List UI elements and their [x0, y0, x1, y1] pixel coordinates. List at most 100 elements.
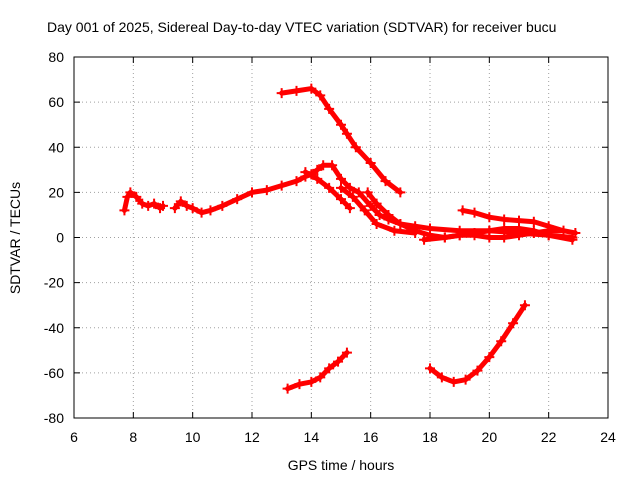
data-point [282, 383, 293, 394]
x-tick-label: 24 [600, 429, 616, 445]
data-point [439, 232, 450, 243]
series-arc-10 [425, 300, 530, 387]
data-point [149, 198, 160, 209]
data-point [119, 205, 130, 216]
data-point [175, 196, 186, 207]
series-arc-9 [282, 347, 352, 394]
data-point [143, 200, 154, 211]
data-point [169, 203, 180, 214]
data-point [306, 83, 317, 94]
data-point [336, 194, 346, 205]
series-arc-7 [419, 225, 569, 245]
data-point [499, 232, 510, 243]
data-point [558, 225, 569, 236]
y-axis-label: SDTVAR / TECUs [7, 182, 23, 294]
x-tick-label: 12 [244, 429, 260, 445]
series-arc-4 [336, 182, 421, 238]
data-point [300, 167, 311, 178]
data-point [344, 182, 355, 193]
data-point [336, 119, 346, 130]
data-point [315, 90, 326, 101]
data-point [484, 352, 495, 363]
y-tick-label: 40 [48, 139, 64, 155]
data-point [291, 85, 302, 96]
y-tick-label: 60 [48, 94, 64, 110]
data-point [508, 318, 519, 329]
data-point [371, 218, 382, 229]
data-point [543, 221, 554, 232]
data-point [496, 336, 507, 347]
data-point [327, 160, 338, 171]
data-point [205, 205, 216, 216]
data-point [261, 185, 272, 196]
series-arc-1 [119, 187, 168, 216]
data-point [365, 158, 376, 169]
data-point [291, 176, 302, 187]
data-point [359, 205, 370, 216]
data-point [499, 223, 510, 234]
y-tick-label: -80 [44, 410, 64, 426]
data-point [365, 200, 376, 211]
data-point [336, 173, 346, 184]
data-point [125, 187, 136, 198]
data-point [436, 372, 447, 383]
data-point [514, 230, 524, 241]
data-point [131, 191, 142, 202]
data-point [341, 347, 352, 358]
data-point [395, 218, 406, 229]
data-point [469, 230, 480, 241]
data-point [380, 176, 391, 187]
data-point [353, 187, 364, 198]
x-tick-label: 8 [129, 429, 137, 445]
y-tick-label: 80 [48, 49, 64, 65]
data-point [181, 200, 192, 211]
data-point [324, 103, 335, 114]
x-tick-label: 22 [541, 429, 557, 445]
data-point [374, 209, 385, 220]
data-point [371, 198, 382, 209]
data-point [336, 182, 346, 193]
data-point [158, 200, 168, 211]
data-point [448, 376, 459, 387]
data-point [341, 128, 352, 139]
data-point [196, 207, 207, 218]
data-point [389, 225, 400, 236]
y-tick-label: -40 [44, 320, 64, 336]
data-point [519, 300, 530, 311]
data-point [484, 212, 495, 223]
data-point [217, 200, 228, 211]
series-arc-5 [276, 83, 406, 198]
data-point [457, 205, 468, 216]
x-tick-label: 14 [304, 429, 320, 445]
data-point [312, 164, 323, 175]
ticks: 6 8 10 12 14 16 18 20 22 24 -80 -60 -40 -20 0 20 40 60 80 [44, 49, 616, 445]
y-tick-label: -20 [44, 275, 64, 291]
data-point [318, 160, 329, 171]
data-point [469, 207, 480, 218]
data-point [315, 372, 326, 383]
x-tick-label: 20 [482, 429, 498, 445]
data-point [306, 376, 317, 387]
data-point [276, 88, 287, 99]
x-tick-label: 10 [185, 429, 201, 445]
series-arc-3 [300, 167, 355, 214]
data-point [419, 234, 430, 245]
data-point [484, 232, 495, 243]
series-trace [421, 228, 566, 243]
data-point [514, 215, 524, 226]
data-point [460, 374, 471, 385]
data-point [350, 142, 361, 153]
data-point [294, 379, 305, 390]
data-point [383, 209, 394, 220]
data-point [347, 191, 358, 202]
y-tick-label: -60 [44, 365, 64, 381]
x-axis-label: GPS time / hours [288, 457, 395, 473]
data-point [567, 234, 578, 245]
series-arc-8 [457, 205, 581, 238]
data-point [528, 216, 539, 227]
data-point [425, 363, 435, 374]
data-point [528, 227, 539, 238]
chart-title: Day 001 of 2025, Sidereal Day-to-day VTE… [47, 19, 556, 35]
